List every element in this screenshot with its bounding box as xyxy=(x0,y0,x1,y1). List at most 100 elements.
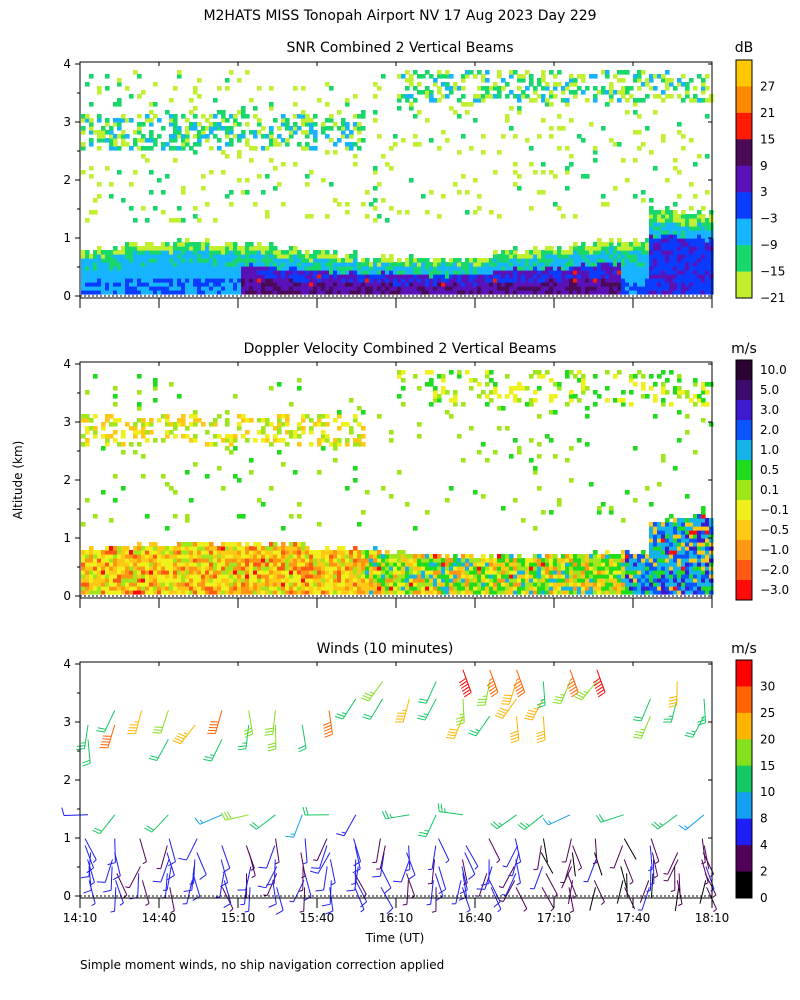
velocity-cell xyxy=(253,550,258,555)
velocity-cell xyxy=(117,546,122,551)
velocity-cell xyxy=(141,550,146,555)
velocity-cell xyxy=(489,578,494,583)
snr-cell xyxy=(277,250,282,255)
velocity-cell xyxy=(301,574,306,579)
snr-cell xyxy=(605,102,610,107)
snr-cell xyxy=(133,242,138,247)
velocity-cell xyxy=(221,486,226,491)
snr-cell xyxy=(549,286,554,291)
snr-cell xyxy=(421,74,426,79)
snr-cell xyxy=(513,262,518,267)
velocity-cell xyxy=(269,574,274,579)
velocity-cell xyxy=(245,586,250,591)
velocity-cell xyxy=(557,566,562,571)
snr-cell xyxy=(669,246,674,251)
snr-cell xyxy=(653,218,658,223)
velocity-cell xyxy=(273,582,278,587)
velocity-cell xyxy=(425,574,430,579)
snr-cell xyxy=(653,250,658,255)
snr-cell xyxy=(353,154,358,159)
snr-cell xyxy=(409,274,414,279)
snr-cell xyxy=(305,214,310,219)
snr-cell xyxy=(257,274,262,279)
velocity-cell xyxy=(341,562,346,567)
snr-cell xyxy=(189,110,194,115)
snr-cell xyxy=(693,214,698,219)
snr-cell xyxy=(601,194,606,199)
snr-cell xyxy=(429,74,434,79)
snr-cell xyxy=(225,262,230,267)
snr-cell xyxy=(597,286,602,291)
velocity-cell xyxy=(105,590,110,595)
velocity-cell xyxy=(565,566,570,571)
velocity-cell xyxy=(617,554,622,559)
velocity-cell xyxy=(201,574,206,579)
snr-cell xyxy=(145,270,150,275)
snr-cell xyxy=(397,286,402,291)
snr-cell xyxy=(245,274,250,279)
snr-cell xyxy=(609,266,614,271)
snr-cell xyxy=(633,262,638,267)
snr-cell xyxy=(469,70,474,75)
snr-cell xyxy=(101,286,106,291)
snr-cell xyxy=(333,254,338,259)
snr-cell xyxy=(217,138,222,143)
snr-cell xyxy=(193,290,198,295)
velocity-cell xyxy=(409,566,414,571)
velocity-cell xyxy=(525,566,530,571)
velocity-cell xyxy=(273,550,278,555)
snr-cell xyxy=(345,266,350,271)
velocity-cell xyxy=(225,418,230,423)
snr-cell xyxy=(97,250,102,255)
snr-cell xyxy=(641,98,646,103)
velocity-cell xyxy=(321,446,326,451)
velocity-cell xyxy=(157,546,162,551)
snr-cell xyxy=(329,118,334,123)
velocity-cell xyxy=(245,578,250,583)
snr-cell xyxy=(125,290,130,295)
velocity-cell xyxy=(213,442,218,447)
snr-cell xyxy=(437,274,442,279)
snr-cell xyxy=(581,242,586,247)
snr-cell xyxy=(337,282,342,287)
snr-cell xyxy=(189,250,194,255)
snr-cell xyxy=(373,118,378,123)
snr-cell xyxy=(117,82,122,87)
velocity-cell xyxy=(373,574,378,579)
snr-cell xyxy=(109,282,114,287)
snr-cell xyxy=(457,282,462,287)
snr-cell xyxy=(557,270,562,275)
velocity-cell xyxy=(205,542,210,547)
snr-cell xyxy=(649,286,654,291)
snr-cell xyxy=(209,278,214,283)
velocity-cell xyxy=(521,582,526,587)
snr-cell xyxy=(681,290,686,295)
snr-cell xyxy=(485,90,490,95)
velocity-cell xyxy=(441,586,446,591)
velocity-cell xyxy=(353,582,358,587)
snr-cell xyxy=(673,86,678,91)
snr-cell xyxy=(241,134,246,139)
snr-cell xyxy=(169,274,174,279)
velocity-cell xyxy=(513,562,518,567)
snr-cell xyxy=(633,74,638,79)
snr-cell xyxy=(681,242,686,247)
snr-cell xyxy=(189,126,194,131)
snr-cell xyxy=(649,74,654,79)
snr-cell xyxy=(489,274,494,279)
velocity-cell xyxy=(333,586,338,591)
velocity-cell xyxy=(241,582,246,587)
snr-cell xyxy=(533,270,538,275)
velocity-cell xyxy=(145,546,150,551)
snr-cell xyxy=(165,262,170,267)
snr-cell xyxy=(617,246,622,251)
snr-cell xyxy=(361,126,366,131)
snr-cell xyxy=(701,254,706,259)
snr-cell xyxy=(581,278,586,283)
snr-cell xyxy=(245,286,250,291)
snr-cell xyxy=(541,278,546,283)
velocity-cell xyxy=(221,582,226,587)
velocity-cell xyxy=(301,550,306,555)
velocity-cell xyxy=(529,586,534,591)
